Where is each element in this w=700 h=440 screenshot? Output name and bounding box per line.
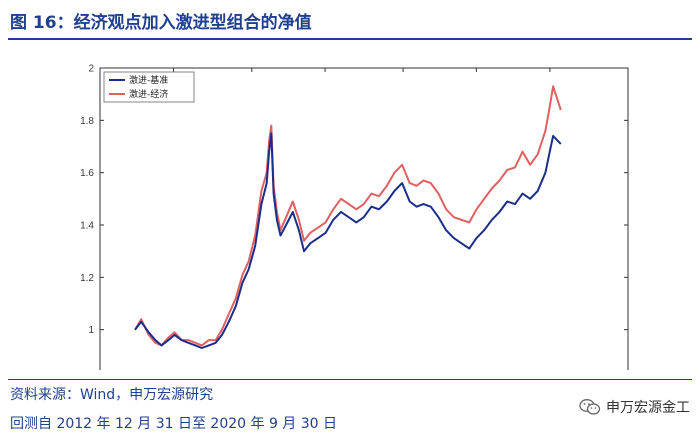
x-axis: 12-May13-Sep15-Feb16-Jun17-Nov19-Mar20-J… xyxy=(99,68,629,72)
legend: 激进-基准 激进-经济 xyxy=(103,71,195,103)
y-tick-label: 2 xyxy=(88,64,94,75)
backtest-period-note: 回测自 2012 年 12 月 31 日至 2020 年 9 月 30 日 xyxy=(10,416,338,432)
y-tick-label: 1.4 xyxy=(80,221,94,232)
source-note: 资料来源：Wind，申万宏源研究 xyxy=(10,387,214,403)
y-tick-label: 1.8 xyxy=(80,116,94,127)
series-line-2 xyxy=(134,85,562,347)
chart-area: 0.811.21.41.61.82 12-May13-Sep15-Feb16-J… xyxy=(0,44,700,370)
legend-box xyxy=(103,71,195,103)
legend-label-series-1: 激进-基准 xyxy=(129,74,168,86)
net-value-chart: 0.811.21.41.61.82 12-May13-Sep15-Feb16-J… xyxy=(80,64,629,370)
y-tick-label: 1.2 xyxy=(80,273,94,284)
title-divider xyxy=(8,38,692,40)
y-tick-label: 1 xyxy=(88,325,94,336)
legend-label-series-2: 激进-经济 xyxy=(129,88,168,100)
series-layer xyxy=(134,85,562,349)
watermark: 申万宏源金工 xyxy=(579,397,690,417)
footer-divider xyxy=(8,379,692,380)
figure-title: 图 16：经济观点加入激进型组合的净值 xyxy=(10,13,312,33)
wechat-icon xyxy=(579,399,601,415)
plot-frame xyxy=(99,67,629,370)
y-tick-label: 1.6 xyxy=(80,168,94,179)
watermark-label: 申万宏源金工 xyxy=(606,400,690,416)
series-line-1 xyxy=(134,132,562,349)
y-axis: 0.811.21.41.61.82 xyxy=(80,64,628,336)
